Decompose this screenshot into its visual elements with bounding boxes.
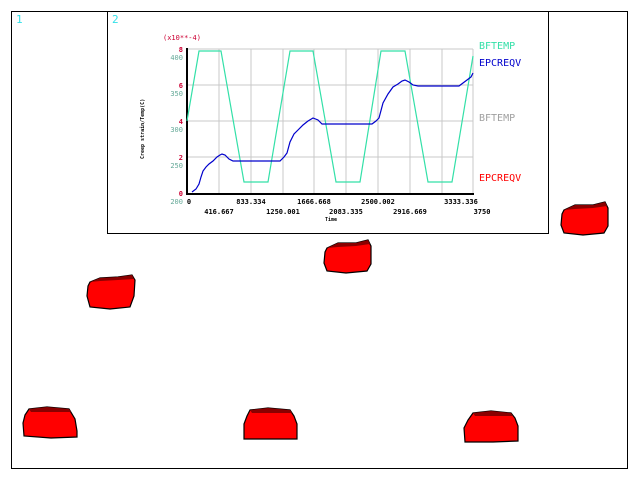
svg-text:350: 350 bbox=[170, 90, 183, 98]
red-block-3[interactable] bbox=[559, 200, 611, 240]
svg-text:1250.001: 1250.001 bbox=[266, 208, 300, 216]
left-tick-labels: 8 6 4 2 0 bbox=[179, 46, 183, 198]
legend-epcreqv-axis: EPCREQV bbox=[479, 173, 521, 184]
graph-plot: (x10**-4) 8 bbox=[140, 34, 521, 223]
svg-text:833.334: 833.334 bbox=[236, 198, 266, 206]
x-axis-label: Time bbox=[325, 217, 337, 223]
svg-text:4: 4 bbox=[179, 118, 183, 126]
svg-text:200: 200 bbox=[170, 198, 183, 206]
exponent-label: (x10**-4) bbox=[163, 34, 201, 42]
red-block-6[interactable] bbox=[463, 408, 523, 444]
y-axis-label: Creep strain/Temp(C) bbox=[140, 99, 146, 159]
svg-text:3333.336: 3333.336 bbox=[444, 198, 478, 206]
epcreqv-line bbox=[191, 72, 474, 193]
svg-text:2500.002: 2500.002 bbox=[361, 198, 395, 206]
svg-text:6: 6 bbox=[179, 82, 183, 90]
right-tick-labels: 400 350 300 250 200 bbox=[170, 54, 183, 206]
red-block-5[interactable] bbox=[242, 406, 302, 442]
window-number-1: 1 bbox=[16, 13, 23, 26]
svg-text:2083.335: 2083.335 bbox=[329, 208, 363, 216]
svg-text:0: 0 bbox=[179, 190, 183, 198]
svg-text:400: 400 bbox=[170, 54, 183, 62]
svg-text:2916.669: 2916.669 bbox=[393, 208, 427, 216]
svg-text:3750: 3750 bbox=[474, 208, 491, 216]
bftemp-line bbox=[186, 50, 474, 183]
red-block-4[interactable] bbox=[21, 405, 81, 441]
legend-epcreqv: EPCREQV bbox=[479, 58, 521, 69]
svg-text:2: 2 bbox=[179, 154, 183, 162]
svg-text:0: 0 bbox=[187, 198, 191, 206]
legend: BFTEMP EPCREQV BFTEMP EPCREQV bbox=[479, 41, 521, 184]
red-block-1[interactable] bbox=[86, 274, 138, 314]
window-number-2: 2 bbox=[112, 13, 119, 26]
graph-window-2[interactable]: 2 (x10**-4) bbox=[107, 11, 549, 234]
svg-text:250: 250 bbox=[170, 162, 183, 170]
svg-text:300: 300 bbox=[170, 126, 183, 134]
grid bbox=[187, 48, 474, 193]
svg-text:8: 8 bbox=[179, 46, 183, 54]
legend-bftemp-axis: BFTEMP bbox=[479, 113, 515, 124]
svg-text:1666.668: 1666.668 bbox=[297, 198, 331, 206]
svg-text:416.667: 416.667 bbox=[204, 208, 234, 216]
x-tick-labels: 0 833.334 1666.668 2500.002 3333.336 416… bbox=[187, 198, 491, 216]
red-block-2[interactable] bbox=[322, 238, 374, 278]
legend-bftemp: BFTEMP bbox=[479, 41, 515, 52]
